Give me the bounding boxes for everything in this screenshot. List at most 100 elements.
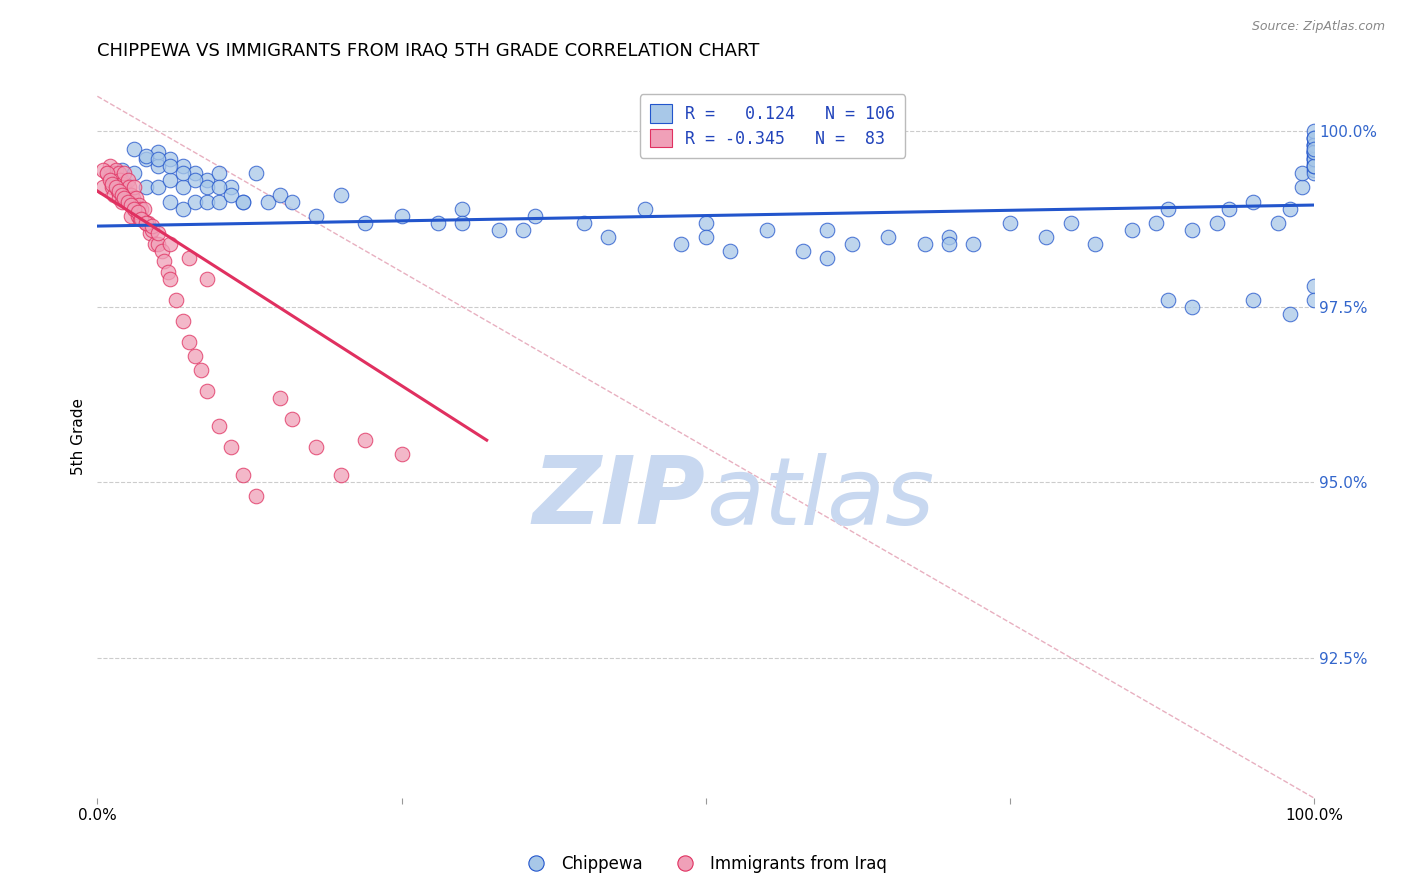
Point <box>172 202 194 216</box>
Point <box>172 314 194 328</box>
Point <box>148 180 170 194</box>
Point <box>1303 163 1326 178</box>
Point <box>111 194 134 209</box>
Point <box>105 180 128 194</box>
Point <box>245 166 267 180</box>
Point <box>512 222 534 236</box>
Point <box>219 187 242 202</box>
Point <box>148 153 170 167</box>
Point <box>159 271 181 285</box>
Point <box>96 166 118 180</box>
Point <box>1303 138 1326 153</box>
Point <box>195 180 218 194</box>
Point <box>108 166 131 180</box>
Point <box>232 468 254 483</box>
Point <box>1144 216 1167 230</box>
Point <box>391 447 413 461</box>
Point <box>1291 166 1313 180</box>
Point <box>1303 153 1326 167</box>
Point <box>572 216 595 230</box>
Point <box>143 236 166 251</box>
Point <box>104 177 127 191</box>
Point <box>1303 142 1326 156</box>
Point <box>1278 307 1301 321</box>
Point <box>98 169 121 184</box>
Point <box>329 187 352 202</box>
Point <box>121 191 143 205</box>
Point <box>141 219 163 233</box>
Point <box>124 202 146 216</box>
Point <box>108 184 131 198</box>
Point <box>1181 222 1204 236</box>
Point <box>792 244 814 258</box>
Point <box>165 293 187 307</box>
Point <box>114 184 136 198</box>
Point <box>354 216 377 230</box>
Point <box>148 160 170 174</box>
Point <box>129 212 152 227</box>
Point <box>245 489 267 503</box>
Point <box>1303 145 1326 160</box>
Point <box>671 236 693 251</box>
Point <box>815 251 838 265</box>
Point <box>208 419 231 434</box>
Point <box>148 226 170 240</box>
Text: Source: ZipAtlas.com: Source: ZipAtlas.com <box>1251 20 1385 33</box>
Point <box>391 209 413 223</box>
Point <box>131 212 153 227</box>
Point <box>598 229 620 244</box>
Point <box>183 349 205 363</box>
Legend: R =   0.124   N = 106, R = -0.345   N =  83: R = 0.124 N = 106, R = -0.345 N = 83 <box>640 95 905 158</box>
Point <box>132 202 155 216</box>
Point <box>329 468 352 483</box>
Point <box>115 194 138 209</box>
Y-axis label: 5th Grade: 5th Grade <box>72 398 86 475</box>
Point <box>1035 229 1057 244</box>
Point <box>695 216 717 230</box>
Point <box>232 194 254 209</box>
Point <box>305 209 328 223</box>
Point <box>1157 293 1180 307</box>
Point <box>1303 131 1326 145</box>
Point <box>117 194 139 209</box>
Point <box>111 187 134 202</box>
Point <box>281 194 304 209</box>
Point <box>1303 145 1326 160</box>
Point <box>150 244 173 258</box>
Point <box>125 191 148 205</box>
Point <box>1303 278 1326 293</box>
Point <box>138 216 160 230</box>
Point <box>195 194 218 209</box>
Point <box>232 194 254 209</box>
Point <box>488 222 510 236</box>
Point <box>269 391 291 405</box>
Point <box>104 180 127 194</box>
Point <box>177 251 200 265</box>
Point <box>938 236 960 251</box>
Point <box>1205 216 1227 230</box>
Point <box>281 412 304 426</box>
Point <box>122 180 145 194</box>
Legend: Chippewa, Immigrants from Iraq: Chippewa, Immigrants from Iraq <box>513 848 893 880</box>
Text: CHIPPEWA VS IMMIGRANTS FROM IRAQ 5TH GRADE CORRELATION CHART: CHIPPEWA VS IMMIGRANTS FROM IRAQ 5TH GRA… <box>97 42 759 60</box>
Point <box>1267 216 1289 230</box>
Point <box>1303 124 1326 138</box>
Point <box>117 173 139 187</box>
Point <box>127 209 149 223</box>
Point <box>190 363 212 377</box>
Point <box>141 222 163 236</box>
Point <box>120 194 142 209</box>
Point <box>427 216 450 230</box>
Point <box>135 153 157 167</box>
Point <box>159 236 181 251</box>
Point <box>172 166 194 180</box>
Point <box>177 334 200 349</box>
Point <box>219 440 242 454</box>
Point <box>172 180 194 194</box>
Point <box>256 194 278 209</box>
Point <box>1303 145 1326 160</box>
Point <box>138 226 160 240</box>
Point <box>269 187 291 202</box>
Point <box>815 222 838 236</box>
Point <box>112 180 135 194</box>
